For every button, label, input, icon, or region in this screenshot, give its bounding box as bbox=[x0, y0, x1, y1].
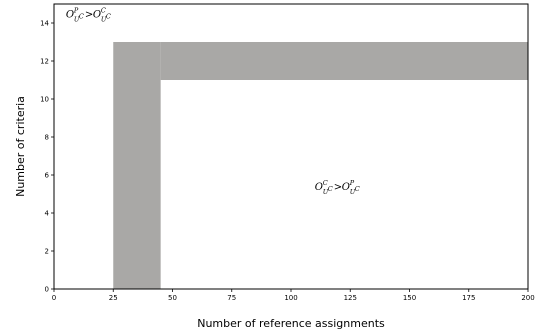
plot-area bbox=[53, 3, 529, 290]
annotation-superscript: P bbox=[349, 179, 355, 187]
annotation-superscript: C bbox=[101, 6, 106, 14]
y-tick-label: 2 bbox=[45, 248, 49, 256]
annotation-symbol: O bbox=[66, 9, 74, 20]
x-tick-label: 50 bbox=[168, 294, 177, 302]
shaded-region-0 bbox=[113, 42, 161, 289]
x-tick-label: 100 bbox=[284, 294, 297, 302]
x-axis-label: Number of reference assignments bbox=[197, 317, 385, 330]
annotation-operator: > bbox=[85, 9, 93, 20]
annotation-operator: > bbox=[334, 182, 342, 193]
annotation-1: O CU C > O PU C bbox=[315, 179, 360, 196]
x-axis: 0 25 50 75 100 125 150 175 200 bbox=[52, 289, 535, 302]
x-tick-label: 150 bbox=[403, 294, 416, 302]
annotation-0: O PU C > O CU C bbox=[66, 6, 111, 23]
y-tick-label: 12 bbox=[40, 58, 49, 66]
x-tick-label: 175 bbox=[462, 294, 475, 302]
annotation-subsuperscript: C bbox=[79, 12, 84, 20]
x-tick-label: 75 bbox=[227, 294, 236, 302]
y-tick-label: 14 bbox=[40, 20, 49, 28]
y-tick-label: 6 bbox=[45, 172, 50, 180]
y-axis: 0 2 4 6 8 10 12 14 bbox=[40, 20, 54, 294]
y-tick-label: 4 bbox=[45, 210, 50, 218]
x-tick-label: 200 bbox=[521, 294, 534, 302]
regions bbox=[113, 42, 528, 289]
annotation-subsuperscript: C bbox=[106, 12, 111, 20]
y-tick-label: 8 bbox=[45, 134, 49, 142]
y-tick-label: 0 bbox=[45, 286, 49, 294]
annotation-subscript: U bbox=[101, 15, 107, 23]
x-tick-label: 125 bbox=[344, 294, 357, 302]
y-axis-label: Number of criteria bbox=[14, 96, 27, 197]
y-tick-label: 10 bbox=[40, 96, 49, 104]
annotations: O PU C > O CU CO CU C > O PU C bbox=[66, 6, 360, 196]
annotation-subsuperscript: C bbox=[328, 185, 333, 193]
annotation-symbol: O bbox=[315, 182, 323, 193]
annotation-superscript: C bbox=[323, 179, 328, 187]
annotation-superscript: P bbox=[73, 6, 79, 14]
annotation-subscript: U bbox=[74, 15, 80, 23]
annotation-symbol: O bbox=[342, 182, 350, 193]
annotation-symbol: O bbox=[93, 9, 101, 20]
annotation-subscript: U bbox=[350, 188, 356, 196]
x-tick-label: 0 bbox=[52, 294, 56, 302]
shaded-region-1 bbox=[160, 42, 528, 80]
annotation-subsuperscript: C bbox=[355, 185, 360, 193]
x-tick-label: 25 bbox=[109, 294, 118, 302]
annotation-subscript: U bbox=[323, 188, 329, 196]
